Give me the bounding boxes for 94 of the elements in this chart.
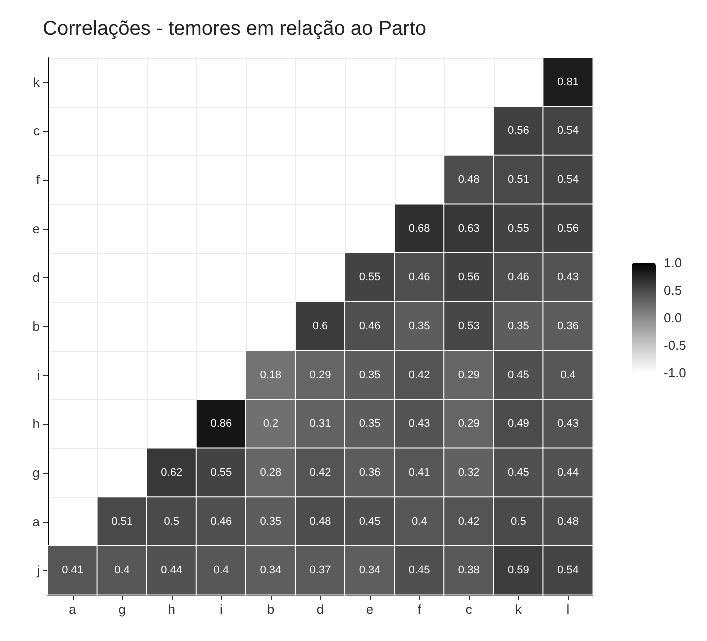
data-label: 0.46 bbox=[359, 320, 381, 332]
y-tick-label: b bbox=[32, 319, 40, 334]
data-label: 0.29 bbox=[310, 369, 332, 382]
data-label: 0.35 bbox=[408, 320, 430, 332]
data-label: 0.35 bbox=[260, 516, 282, 528]
data-label: 0.4 bbox=[114, 564, 130, 577]
data-label: 0.6 bbox=[312, 320, 328, 332]
x-tick-label: l bbox=[566, 602, 570, 617]
data-label: 0.45 bbox=[408, 564, 430, 577]
data-label: 0.43 bbox=[408, 418, 430, 430]
data-label: 0.4 bbox=[560, 369, 576, 382]
data-label: 0.42 bbox=[458, 516, 480, 528]
data-label: 0.56 bbox=[458, 272, 480, 284]
data-label: 0.2 bbox=[263, 418, 279, 430]
data-label: 0.86 bbox=[210, 418, 232, 430]
color-bar-label: -0.5 bbox=[664, 338, 686, 353]
data-label: 0.45 bbox=[508, 466, 530, 479]
data-label: 0.68 bbox=[408, 222, 430, 235]
data-label: 0.44 bbox=[161, 564, 183, 577]
data-label: 0.54 bbox=[558, 125, 579, 138]
data-label: 0.56 bbox=[508, 125, 530, 138]
y-tick-label: d bbox=[32, 270, 40, 286]
color-bar-label: 1.0 bbox=[664, 256, 682, 270]
data-label: 0.55 bbox=[508, 222, 530, 235]
data-label: 0.48 bbox=[310, 516, 332, 528]
data-label: 0.51 bbox=[112, 516, 134, 528]
data-label: 0.54 bbox=[558, 564, 579, 577]
y-tick-label: f bbox=[36, 172, 40, 188]
data-label: 0.31 bbox=[310, 418, 332, 430]
data-label: 0.34 bbox=[260, 564, 282, 577]
data-label: 0.4 bbox=[412, 516, 428, 528]
y-tick-label: i bbox=[37, 368, 40, 383]
data-label: 0.43 bbox=[558, 272, 579, 284]
data-label: 0.81 bbox=[558, 76, 579, 88]
y-tick-label: c bbox=[34, 124, 40, 139]
data-label: 0.35 bbox=[359, 369, 381, 382]
y-tick-label: g bbox=[32, 465, 40, 480]
data-label: 0.34 bbox=[359, 564, 381, 577]
data-label: 0.5 bbox=[511, 516, 526, 528]
x-tick-label: k bbox=[515, 602, 522, 617]
y-tick-label: k bbox=[34, 74, 40, 90]
data-label: 0.51 bbox=[508, 174, 530, 186]
y-tick-label: h bbox=[32, 416, 40, 432]
x-tick-label: c bbox=[466, 602, 473, 617]
data-label: 0.53 bbox=[458, 320, 480, 332]
color-bar-label: 0.0 bbox=[664, 310, 682, 326]
data-label: 0.49 bbox=[508, 418, 530, 430]
data-label: 0.38 bbox=[458, 564, 480, 577]
data-label: 0.46 bbox=[408, 272, 430, 284]
data-label: 0.35 bbox=[508, 320, 530, 332]
data-label: 0.29 bbox=[458, 418, 480, 430]
y-tick-label: j bbox=[36, 563, 40, 578]
data-label: 0.46 bbox=[508, 272, 530, 284]
data-label: 0.56 bbox=[558, 222, 579, 235]
data-label: 0.32 bbox=[458, 466, 480, 479]
data-label: 0.18 bbox=[260, 369, 282, 382]
x-tick-label: a bbox=[69, 602, 78, 617]
data-label: 0.55 bbox=[359, 272, 381, 284]
chart-title: Correlações - temores em relação ao Parto bbox=[43, 18, 426, 40]
y-tick-label: a bbox=[32, 514, 41, 530]
data-label: 0.48 bbox=[458, 174, 480, 186]
x-tick-label: i bbox=[220, 602, 223, 617]
data-label: 0.46 bbox=[210, 516, 232, 528]
data-label: 0.37 bbox=[310, 564, 332, 577]
data-label: 0.28 bbox=[260, 466, 282, 479]
color-bar-label: -1.0 bbox=[664, 366, 686, 380]
x-tick-label: e bbox=[366, 602, 374, 617]
data-label: 0.45 bbox=[359, 516, 381, 528]
data-label: 0.36 bbox=[558, 320, 579, 332]
data-label: 0.41 bbox=[62, 564, 84, 577]
x-tick-label: f bbox=[418, 602, 422, 617]
data-label: 0.63 bbox=[458, 222, 480, 235]
x-tick-label: d bbox=[316, 602, 324, 617]
x-tick-label: h bbox=[168, 602, 176, 617]
data-label: 0.41 bbox=[408, 466, 430, 479]
data-label: 0.45 bbox=[508, 369, 530, 382]
data-label: 0.35 bbox=[359, 418, 381, 430]
data-label: 0.48 bbox=[558, 516, 579, 528]
data-label: 0.54 bbox=[558, 174, 579, 186]
data-label: 0.44 bbox=[558, 466, 579, 479]
y-tick-label: e bbox=[32, 221, 40, 236]
data-label: 0.42 bbox=[310, 466, 332, 479]
x-tick-label: b bbox=[267, 602, 275, 617]
x-tick-label: g bbox=[118, 602, 126, 617]
data-label: 0.29 bbox=[458, 369, 480, 382]
data-label: 0.4 bbox=[214, 564, 230, 577]
data-label: 0.55 bbox=[210, 466, 232, 479]
data-label: 0.59 bbox=[508, 564, 530, 577]
color-bar-label: 0.5 bbox=[664, 283, 682, 298]
data-label: 0.36 bbox=[359, 466, 381, 479]
data-label: 0.5 bbox=[164, 516, 180, 528]
data-label: 0.42 bbox=[408, 369, 430, 382]
data-label: 0.62 bbox=[161, 466, 183, 479]
data-label: 0.43 bbox=[558, 418, 579, 430]
